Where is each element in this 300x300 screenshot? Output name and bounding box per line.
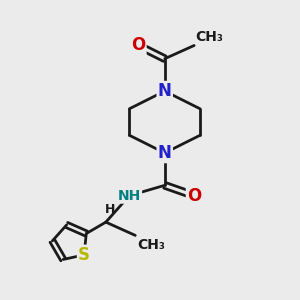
Text: N: N <box>158 82 172 100</box>
Text: N: N <box>158 144 172 162</box>
Text: S: S <box>78 246 90 264</box>
Text: CH₃: CH₃ <box>137 238 165 252</box>
Text: O: O <box>187 187 201 205</box>
Text: O: O <box>131 37 145 55</box>
Text: H: H <box>105 203 116 216</box>
Text: NH: NH <box>118 189 141 202</box>
Text: CH₃: CH₃ <box>196 30 224 44</box>
